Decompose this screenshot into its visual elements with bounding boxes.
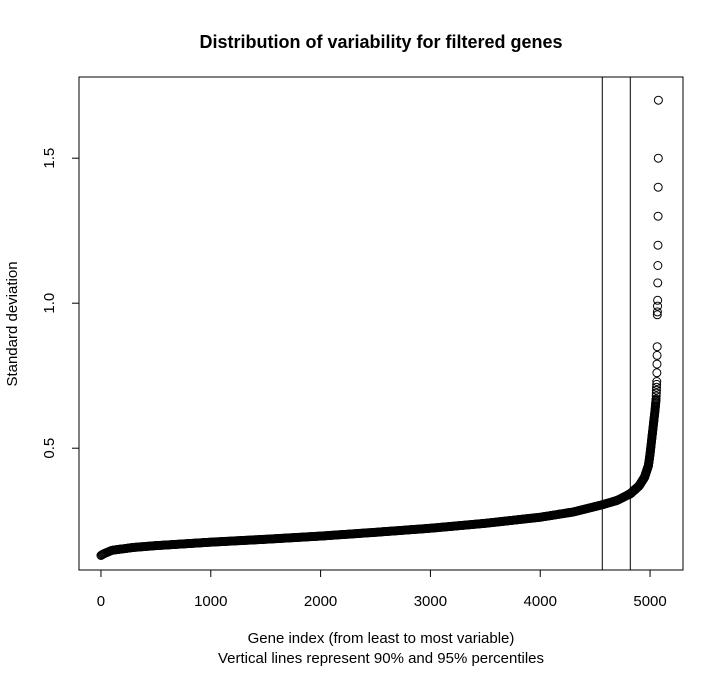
data-point bbox=[653, 278, 663, 288]
y-tick-label: 1.5 bbox=[41, 148, 58, 169]
data-point bbox=[651, 391, 661, 401]
data-point bbox=[653, 295, 663, 305]
data-point bbox=[652, 342, 662, 352]
data-point bbox=[653, 182, 663, 192]
x-axis-subtitle: Vertical lines represent 90% and 95% per… bbox=[218, 650, 544, 667]
data-point bbox=[653, 261, 663, 270]
x-tick-label: 2000 bbox=[304, 593, 337, 610]
data-point bbox=[652, 377, 662, 386]
x-tick-label: 0 bbox=[97, 593, 105, 610]
data-point bbox=[653, 240, 663, 250]
y-axis: 0.5 1.0 1.5 bbox=[41, 148, 79, 459]
data-point bbox=[651, 385, 661, 395]
x-axis: 0 1000 2000 3000 4000 5000 bbox=[97, 569, 667, 610]
x-tick-label: 4000 bbox=[524, 593, 557, 610]
data-point bbox=[652, 382, 662, 392]
data-point bbox=[652, 310, 662, 320]
data-point bbox=[652, 368, 662, 378]
x-tick-label: 5000 bbox=[633, 593, 666, 610]
y-tick-label: 1.0 bbox=[41, 293, 58, 314]
data-point bbox=[652, 350, 662, 360]
data-point bbox=[652, 359, 662, 369]
data-point bbox=[653, 95, 663, 105]
data-point bbox=[653, 301, 663, 311]
x-tick-label: 1000 bbox=[194, 593, 227, 610]
data-point bbox=[653, 211, 663, 221]
data-point bbox=[651, 388, 661, 398]
x-axis-label: Gene index (from least to most variable) bbox=[248, 630, 515, 647]
y-axis-label: Standard deviation bbox=[4, 261, 21, 386]
x-tick-label: 3000 bbox=[414, 593, 447, 610]
percentile-lines bbox=[601, 77, 631, 570]
y-tick-label: 0.5 bbox=[41, 438, 58, 459]
data-point bbox=[653, 153, 663, 163]
chart-title: Distribution of variability for filtered… bbox=[199, 32, 562, 52]
data-points bbox=[96, 95, 663, 560]
data-point bbox=[652, 307, 662, 317]
data-point bbox=[652, 379, 662, 389]
data-point bbox=[651, 394, 661, 404]
